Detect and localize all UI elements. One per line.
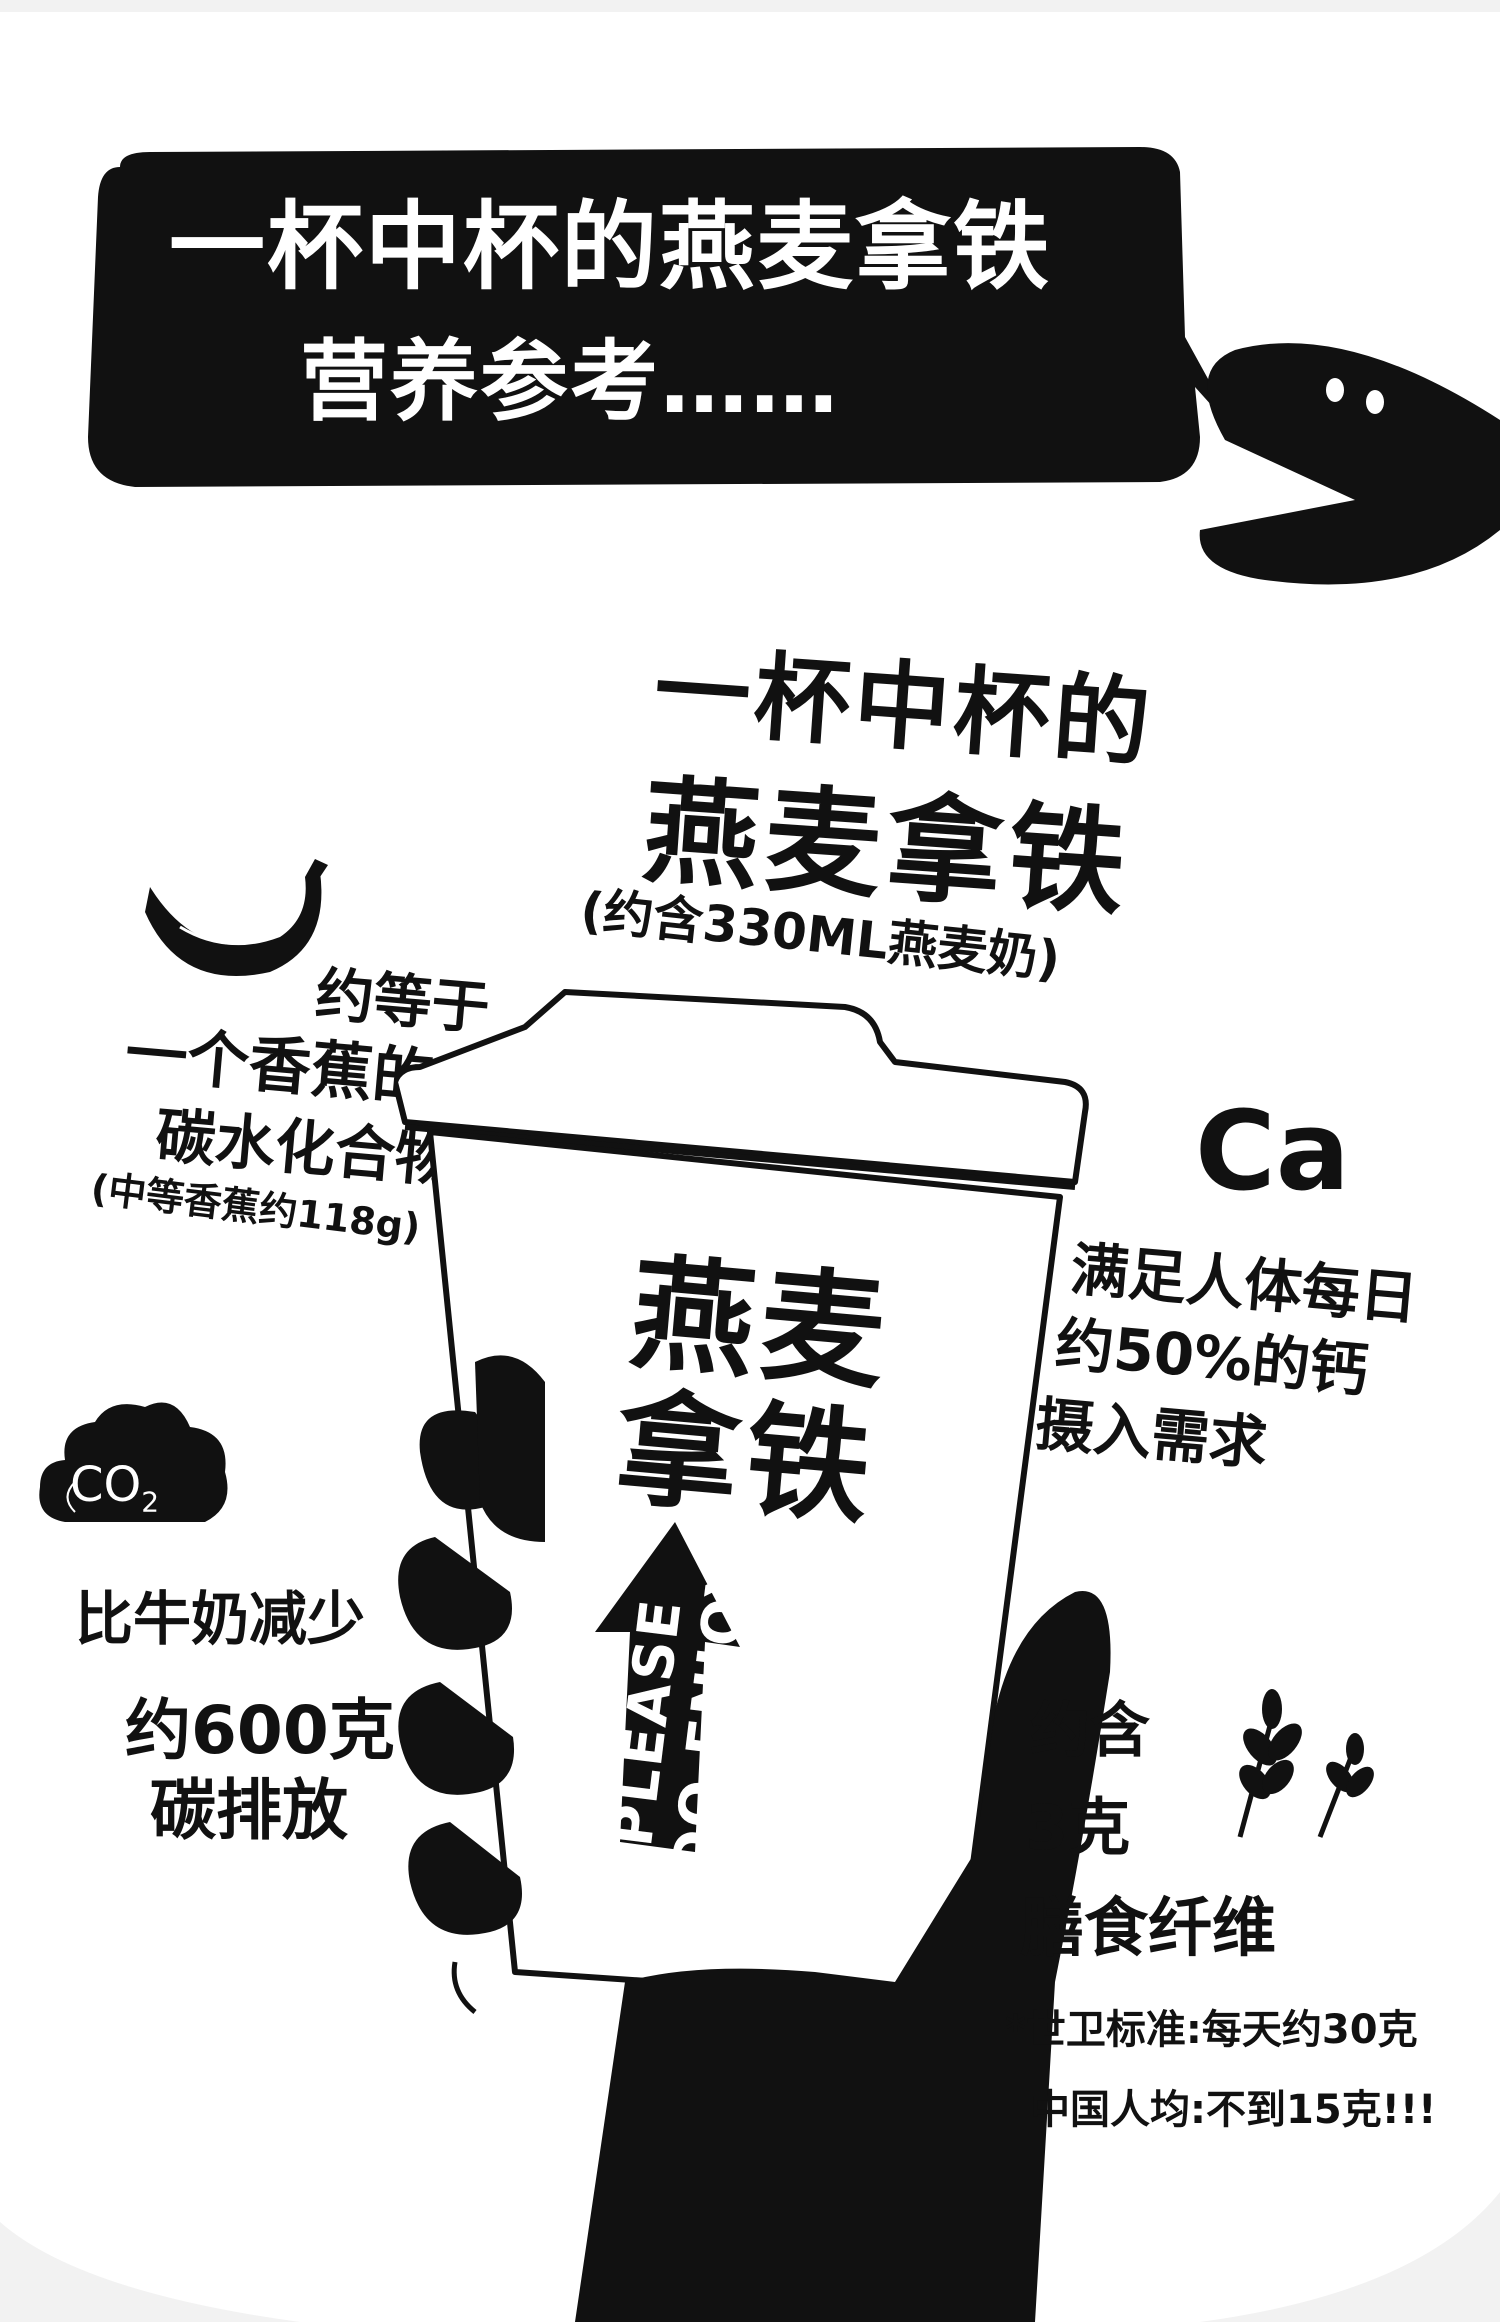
fiber-line1: 约含 [1030,1696,1150,1766]
fiber-note-line2: 中国人均:不到15克!!! [1030,2087,1437,2133]
pacman-mascot-icon [1199,343,1500,585]
co2-label: CO2 [70,1457,159,1519]
carbon-line1: 比牛奶减少 [75,1585,366,1653]
co2-main: CO [70,1457,142,1513]
header-line1: 一杯中杯的燕麦拿铁 [169,191,1051,303]
co2-cloud-icon [39,1402,228,1522]
coffee-cup-illustration [395,989,1111,2322]
carbon-line2: 约600克 [125,1692,395,1769]
cup-label-line2: 拿铁 [609,1376,882,1543]
carbon-line3: 碳排放 [150,1772,348,1849]
speech-bubble-icon [88,147,1240,487]
header-line2: 营养参考…… [300,330,841,433]
co2-sub: 2 [141,1485,160,1519]
infographic-card: 一杯中杯的燕麦拿铁 营养参考…… 一杯中杯的 燕麦拿铁 (约含330ML燕麦奶)… [0,12,1500,2322]
oat-plant-icon [1237,1689,1374,1838]
bottom-curve [0,2192,1500,2322]
fiber-line2: 3克 [1025,1791,1131,1864]
fiber-line3: 膳食纤维 [1020,1892,1276,1966]
banana-icon [145,859,328,976]
calcium-symbol: Ca [1195,1087,1350,1215]
fiber-note-line1: *世卫标准:每天约30克 [1005,2007,1418,2053]
